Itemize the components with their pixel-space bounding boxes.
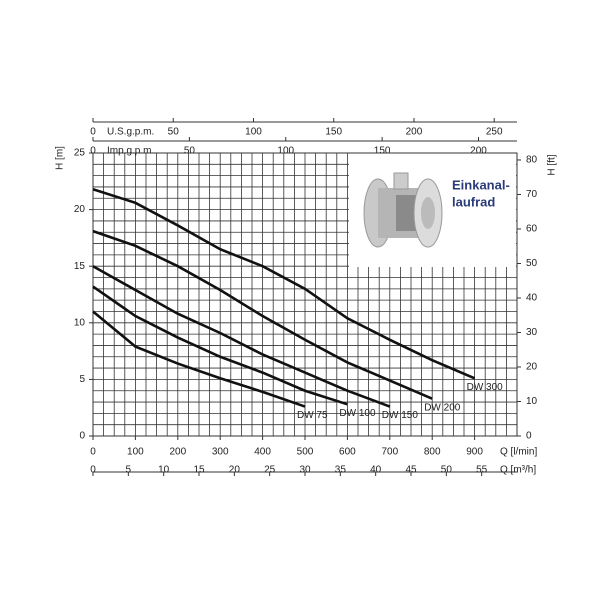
curve-label: DW 200 — [424, 402, 461, 413]
secondary-tick-label: 5 — [126, 465, 132, 476]
x-tick-label: 300 — [212, 447, 229, 458]
y2-tick-label: 80 — [526, 155, 538, 166]
pump-curve — [92, 285, 348, 406]
curve-label: DW 100 — [339, 408, 376, 419]
secondary-tick-label: 50 — [184, 146, 196, 157]
curve-label: DW 75 — [297, 410, 328, 421]
secondary-tick-label: 15 — [193, 465, 205, 476]
secondary-tick-label: 250 — [486, 127, 503, 138]
y2-tick-label: 0 — [526, 431, 532, 442]
y2-tick-label: 70 — [526, 189, 538, 200]
x-tick-label: 0 — [90, 447, 96, 458]
x-tick-label: 400 — [254, 447, 271, 458]
secondary-tick-label: 40 — [370, 465, 382, 476]
secondary-axis-label: Q [m³/h] — [500, 465, 536, 476]
x-tick-label: 900 — [466, 447, 483, 458]
y2-axis-label: H [ft] — [547, 154, 558, 175]
y-tick-label: 10 — [74, 317, 86, 328]
annotation: laufrad — [452, 194, 495, 209]
secondary-tick-label: 25 — [264, 465, 276, 476]
secondary-axis-label: Imp.g.p.m. — [107, 146, 154, 157]
secondary-tick-label: 50 — [168, 127, 180, 138]
x-tick-label: 200 — [169, 447, 186, 458]
secondary-tick-label: 200 — [406, 127, 423, 138]
y-tick-label: 25 — [74, 148, 86, 159]
pump-curve — [92, 310, 306, 408]
y-tick-label: 20 — [74, 204, 86, 215]
secondary-tick-label: 0 — [90, 465, 96, 476]
inset: Einkanal- laufrad — [349, 153, 516, 267]
secondary-tick-label: 45 — [405, 465, 417, 476]
secondary-tick-label: 100 — [277, 146, 294, 157]
secondary-tick-label: 10 — [158, 465, 170, 476]
x-axis-label: Q [l/min] — [500, 447, 537, 458]
x-tick-label: 800 — [424, 447, 441, 458]
secondary-tick-label: 30 — [299, 465, 311, 476]
secondary-tick-label: 0 — [90, 146, 96, 157]
y2-tick-label: 30 — [526, 327, 538, 338]
secondary-tick-label: 55 — [476, 465, 488, 476]
curve-label: DW 300 — [467, 382, 504, 393]
x-tick-label: 700 — [381, 447, 398, 458]
curve-label: DW 150 — [382, 410, 419, 421]
secondary-tick-label: 150 — [374, 146, 391, 157]
x-tick-label: 500 — [297, 447, 314, 458]
pump-curve — [92, 229, 433, 400]
secondary-tick-label: 35 — [335, 465, 347, 476]
secondary-axis-label: U.S.g.p.m. — [107, 127, 154, 138]
pump-curve — [92, 265, 391, 408]
pump-curve — [92, 187, 476, 380]
y-tick-label: 0 — [79, 431, 85, 442]
x-tick-label: 100 — [127, 447, 144, 458]
secondary-tick-label: 50 — [441, 465, 453, 476]
y2-tick-label: 40 — [526, 293, 538, 304]
impeller-icon — [363, 172, 443, 248]
y2-tick-label: 60 — [526, 224, 538, 235]
secondary-tick-label: 0 — [90, 127, 96, 138]
y-tick-label: 15 — [74, 261, 86, 272]
y2-tick-label: 50 — [526, 258, 538, 269]
secondary-tick-label: 20 — [229, 465, 241, 476]
y-tick-label: 5 — [79, 374, 85, 385]
x-tick-label: 600 — [339, 447, 356, 458]
y2-tick-label: 20 — [526, 362, 538, 373]
y2-tick-label: 10 — [526, 396, 538, 407]
y-axis-label: H [m] — [55, 146, 66, 170]
secondary-tick-label: 100 — [245, 127, 262, 138]
secondary-tick-label: 200 — [470, 146, 487, 157]
secondary-tick-label: 150 — [325, 127, 342, 138]
annotation: Einkanal- — [452, 177, 510, 192]
grid — [92, 152, 518, 437]
plot-frame — [92, 152, 518, 437]
